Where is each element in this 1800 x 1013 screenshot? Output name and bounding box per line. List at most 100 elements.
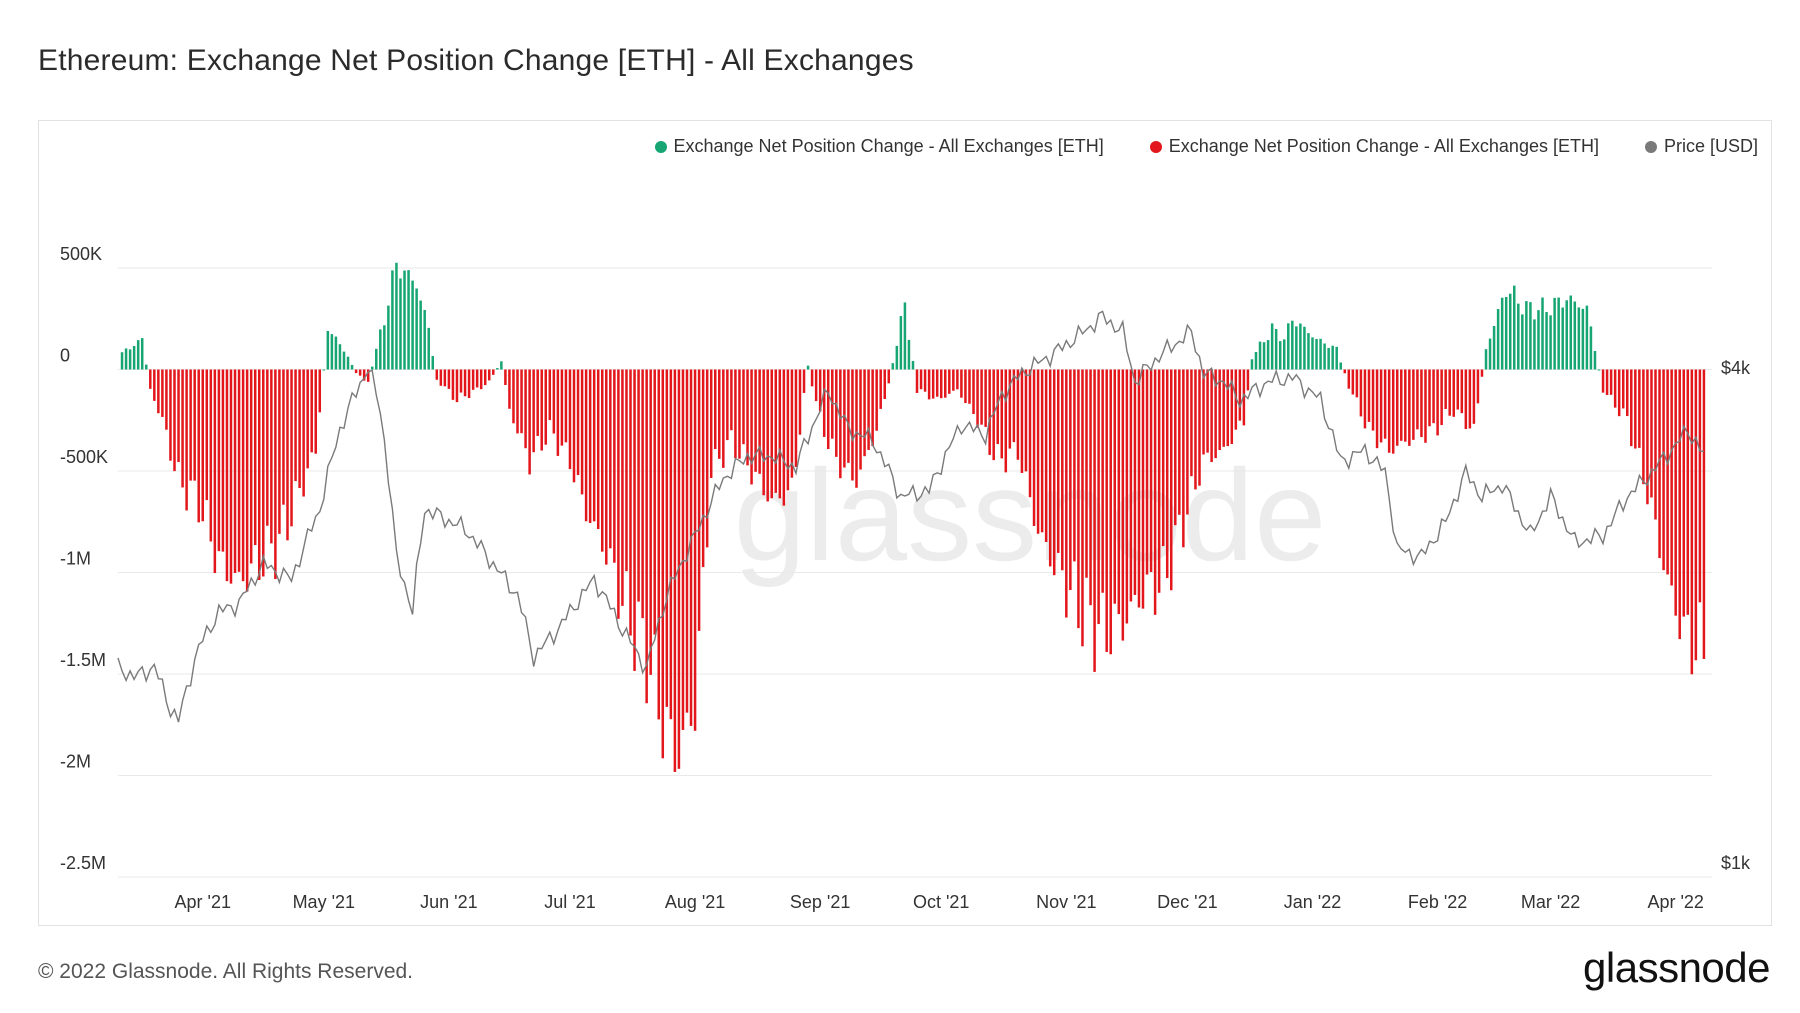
bar-series xyxy=(120,262,1706,772)
net-position-bar xyxy=(1214,369,1217,459)
net-position-bar xyxy=(738,369,741,459)
net-position-bar xyxy=(1331,345,1334,370)
net-position-bar xyxy=(475,369,479,388)
net-position-bar xyxy=(1492,325,1496,370)
net-position-bar xyxy=(217,369,221,552)
x-tick-label: Apr '21 xyxy=(175,892,231,912)
net-position-bar xyxy=(233,369,237,574)
net-position-bar xyxy=(1174,369,1177,526)
net-position-bar xyxy=(713,369,717,450)
x-tick-label: Mar '22 xyxy=(1521,892,1580,912)
net-position-bar xyxy=(802,369,806,393)
net-position-bar xyxy=(1287,323,1290,370)
net-position-bar xyxy=(1420,369,1423,438)
net-position-bar xyxy=(960,369,963,398)
net-position-bar xyxy=(746,369,749,466)
x-tick-label: Dec '21 xyxy=(1157,892,1217,912)
net-position-bar xyxy=(443,369,447,387)
net-position-bar xyxy=(124,348,128,370)
net-position-bar xyxy=(342,351,346,370)
net-position-bar xyxy=(693,369,697,731)
net-position-bar xyxy=(379,329,382,370)
y-axis-left: 500K 0 -500K -1M -1.5M -2M -2.5M xyxy=(60,244,108,873)
net-position-bar xyxy=(1347,369,1351,389)
net-position-bar xyxy=(1129,369,1133,602)
net-position-bar xyxy=(730,369,733,431)
net-position-bar xyxy=(1250,359,1254,370)
net-position-bar xyxy=(1222,369,1225,447)
net-position-bar xyxy=(1182,369,1185,548)
net-position-bar xyxy=(132,346,136,370)
net-position-bar xyxy=(709,369,713,478)
net-position-bar xyxy=(774,369,778,493)
legend-label-price: Price [USD] xyxy=(1663,136,1758,156)
net-position-bar xyxy=(1363,369,1367,429)
net-position-bar xyxy=(790,369,794,478)
net-position-bar xyxy=(1121,369,1125,641)
net-position-bar xyxy=(496,368,499,370)
net-position-bar xyxy=(814,369,818,402)
net-position-bar xyxy=(798,369,802,435)
net-position-bar xyxy=(1561,307,1564,370)
net-position-bar xyxy=(657,369,661,720)
net-position-bar xyxy=(1093,369,1096,672)
net-position-bar xyxy=(322,369,326,371)
net-position-bar xyxy=(391,270,394,370)
net-position-bar xyxy=(1339,362,1342,370)
legend-item-negative[interactable]: Exchange Net Position Change - All Excha… xyxy=(1149,136,1599,157)
net-position-bar xyxy=(1698,369,1702,603)
net-position-bar xyxy=(1319,338,1322,370)
net-position-bar xyxy=(193,369,196,481)
net-position-bar xyxy=(1508,293,1512,370)
net-position-bar xyxy=(1650,369,1653,498)
x-tick-label: Jan '22 xyxy=(1284,892,1341,912)
net-position-bar xyxy=(318,369,322,413)
net-position-bar xyxy=(177,369,180,463)
net-position-bar xyxy=(1416,369,1419,430)
net-position-bar xyxy=(298,369,301,488)
net-position-bar xyxy=(1157,369,1161,593)
net-position-bar xyxy=(681,369,685,730)
net-position-bar xyxy=(1597,369,1601,371)
y-tick-label: -1.5M xyxy=(60,650,106,670)
net-position-bar xyxy=(1375,369,1379,449)
net-position-bar xyxy=(685,369,689,713)
net-position-bar xyxy=(1311,337,1314,370)
net-position-bar xyxy=(294,369,297,482)
net-position-bar xyxy=(863,369,866,457)
glassnode-logo[interactable]: glassnode xyxy=(1583,944,1770,991)
net-position-bar xyxy=(1291,320,1294,370)
net-position-bar xyxy=(609,369,612,549)
net-position-bar xyxy=(467,369,471,399)
net-position-bar xyxy=(843,369,846,468)
net-position-bar xyxy=(1670,369,1673,586)
net-position-bar xyxy=(1444,369,1447,409)
net-position-bar xyxy=(576,369,580,476)
x-axis: Apr '21 May '21 Jun '21 Jul '21 Aug '21 Sep '… xyxy=(175,892,1704,912)
legend-item-positive[interactable]: Exchange Net Position Change - All Excha… xyxy=(654,136,1104,157)
legend-dot-price xyxy=(1644,140,1657,153)
net-position-bar xyxy=(1585,305,1589,370)
net-position-bar xyxy=(1589,326,1593,370)
net-position-bar xyxy=(306,369,309,469)
net-position-bar xyxy=(459,369,463,393)
net-position-bar xyxy=(157,369,160,414)
legend-item-price[interactable]: Price [USD] xyxy=(1644,136,1758,157)
net-position-bar xyxy=(407,270,410,370)
y-tick-label: 0 xyxy=(60,346,70,366)
net-position-bar xyxy=(1702,369,1706,659)
chart-frame xyxy=(38,120,1772,926)
net-position-bar xyxy=(786,369,790,491)
net-position-bar xyxy=(580,369,584,495)
net-position-bar xyxy=(253,369,257,546)
net-position-bar xyxy=(1500,297,1504,370)
net-position-bar xyxy=(689,369,693,726)
net-position-bar xyxy=(875,369,878,431)
net-position-bar xyxy=(1484,349,1488,370)
net-position-bar xyxy=(1000,369,1004,459)
net-position-bar xyxy=(835,369,838,457)
net-position-bar xyxy=(536,369,539,436)
net-position-bar xyxy=(653,369,656,635)
net-position-bar xyxy=(1254,351,1258,370)
net-position-bar xyxy=(931,369,935,399)
